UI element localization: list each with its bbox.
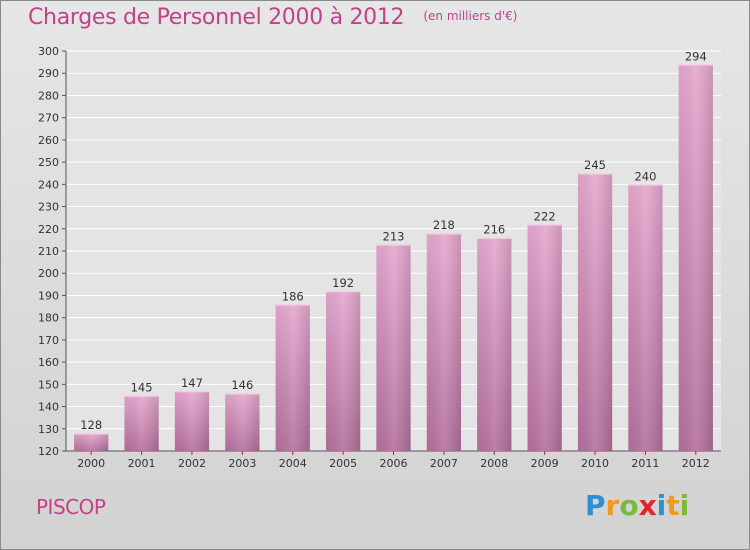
bar-group: 186 [275,289,310,451]
bar-group: 128 [74,418,109,451]
bar-group: 245 [577,158,613,451]
data-label: 222 [534,209,556,223]
x-tick-label: 2000 [77,457,105,470]
bar-shade [325,291,361,451]
y-tick-label: 300 [38,45,59,58]
bar-group: 294 [678,49,713,452]
y-tick-label: 160 [38,356,59,369]
data-label: 147 [181,376,203,390]
y-tick-label: 210 [38,245,59,258]
x-tick-label: 2001 [128,457,156,470]
bars: 128 145 147 146 186 192 213 218 216 222 245 240 294 [74,49,713,452]
y-tick-label: 140 [38,401,59,414]
commune-name: PISCOP [36,495,106,519]
data-label: 213 [383,229,405,243]
data-label: 145 [131,380,153,394]
bar-shade [376,244,411,451]
data-label: 146 [231,378,253,392]
y-tick-label: 240 [38,178,59,191]
logo-letter: i [656,489,667,522]
bar-shade [225,393,260,451]
data-label: 218 [433,218,455,232]
x-tick-label: 2003 [228,457,256,470]
bar-shade [426,233,462,451]
y-tick-label: 280 [38,89,59,102]
bar-group: 192 [325,276,361,451]
x-tick-label: 2007 [430,457,458,470]
y-tick-label: 120 [38,445,59,458]
y-tick-label: 250 [38,156,59,169]
proxiti-logo[interactable]: Proxiti [585,489,689,522]
y-tick-label: 190 [38,289,59,302]
logo-letter: x [638,489,657,522]
y-tick-label: 220 [38,223,59,236]
y-tick-label: 180 [38,312,59,325]
y-tick-label: 230 [38,201,59,214]
data-label: 192 [332,276,354,290]
x-tick-label: 2010 [581,457,609,470]
bar-group: 222 [527,209,562,451]
y-tick-label: 200 [38,267,59,280]
bar-shade [477,237,512,451]
data-label: 128 [80,418,102,432]
bar-shade [527,224,562,451]
logo-letter: r [605,489,620,522]
bar-shade [174,391,210,451]
x-tick-label: 2006 [380,457,408,470]
bar-group: 216 [477,223,512,451]
bar-shade [124,395,159,451]
bar-group: 213 [376,229,411,451]
y-tick-label: 290 [38,67,59,80]
bar-shade [275,304,310,451]
bar-shade [577,173,613,451]
data-label: 294 [685,49,707,63]
data-label: 240 [634,169,656,183]
logo-letter: i [679,489,690,522]
data-label: 186 [282,289,304,303]
bar-group: 147 [174,376,210,451]
x-tick-label: 2009 [531,457,559,470]
x-tick-label: 2005 [329,457,357,470]
bar-shade [678,64,713,452]
logo-letter: t [666,489,680,522]
y-tick-label: 130 [38,423,59,436]
bar-shade [74,433,109,451]
logo-letter: o [619,489,639,522]
x-tick-label: 2012 [682,457,710,470]
y-tick-label: 170 [38,334,59,347]
x-tick-label: 2008 [480,457,508,470]
bar-group: 218 [426,218,462,451]
chart-subtitle: (en milliers d'€) [423,9,518,23]
bar-group: 145 [124,380,159,451]
x-tick-label: 2002 [178,457,206,470]
chart-title: Charges de Personnel 2000 à 2012 [28,5,405,30]
logo-letter: P [585,489,606,522]
y-tick-label: 150 [38,378,59,391]
axes: 120 130 140 150 160 170 180 190 200 210 220 230 240 2… [38,45,721,470]
x-tick-label: 2004 [279,457,307,470]
y-tick-label: 260 [38,134,59,147]
data-label: 245 [584,158,606,172]
y-tick-label: 270 [38,112,59,125]
bar-group: 240 [628,169,663,452]
title-line: Charges de Personnel 2000 à 2012 (en mil… [28,5,517,30]
data-label: 216 [483,223,505,237]
x-tick-label: 2011 [631,457,659,470]
bar-shade [628,184,663,452]
bar-group: 146 [225,378,260,451]
